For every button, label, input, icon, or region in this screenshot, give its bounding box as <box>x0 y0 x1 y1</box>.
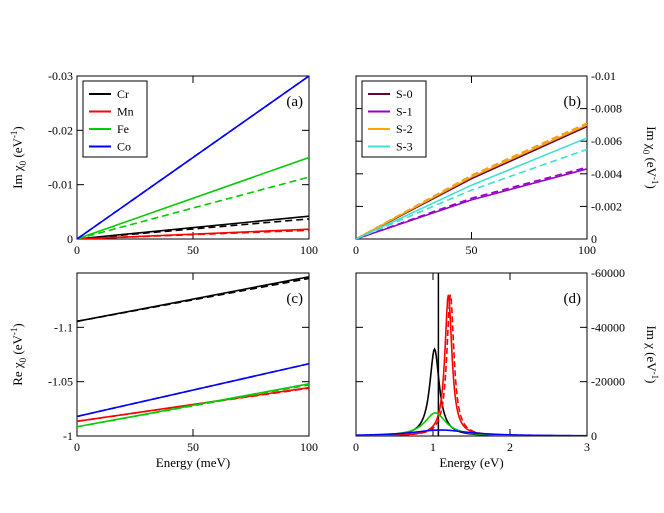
series-s-1-line <box>356 168 587 239</box>
legend: S-0 S-1 S-2 S-3 <box>361 80 427 158</box>
plot-frame <box>355 272 588 437</box>
plot-frame <box>76 272 310 437</box>
legend-label-cr: Cr <box>117 87 129 101</box>
x-tick-label: 2 <box>507 440 513 454</box>
y-tick-label: -0.01 <box>48 178 73 192</box>
y-label-superscript: -1 <box>650 372 660 380</box>
y-tick-label: -40000 <box>591 320 625 334</box>
legend: Cr Mn Fe Co <box>82 80 148 158</box>
x-tick-label: 3 <box>584 440 590 454</box>
legend-label-s-3: S-3 <box>396 140 413 154</box>
x-tick-label: 50 <box>187 440 199 454</box>
y-tick-label: -0.01 <box>591 69 616 83</box>
y-label-subscript: 0 <box>18 357 28 362</box>
y-axis-label: Im χ0 (eV-1) <box>9 126 28 189</box>
series-mn-line <box>356 294 587 436</box>
y-label-superscript: -1 <box>650 177 660 185</box>
series-s-2-line <box>356 124 587 239</box>
y-tick-label: -20000 <box>591 375 625 389</box>
y-label-superscript: -1 <box>9 328 19 336</box>
series-s-3-line <box>356 137 587 239</box>
series-group <box>356 122 587 239</box>
y-label-subscript: 0 <box>18 160 28 165</box>
y-tick-label: -0.03 <box>48 69 73 83</box>
legend-label-s-2: S-2 <box>396 122 413 136</box>
series-co-dashed-line <box>77 362 309 418</box>
series-group <box>77 76 309 239</box>
x-axis-label: Energy (eV) <box>439 455 503 470</box>
y-tick-label: -1.1 <box>54 320 73 334</box>
x-tick-label: 100 <box>300 440 318 454</box>
y-label-main: Im χ <box>644 126 659 150</box>
x-tick-label: 0 <box>353 243 359 257</box>
legend-label-co: Co <box>117 140 131 154</box>
legend-label-fe: Fe <box>117 122 129 136</box>
y-label-unit: (eV <box>644 154 659 177</box>
panel-label: (a) <box>286 94 303 110</box>
y-tick-label: 0 <box>591 429 597 443</box>
y-tick-label: -60000 <box>591 266 625 280</box>
y-label-unit: (eV <box>10 334 25 357</box>
y-label-unit: (eV <box>10 137 25 160</box>
y-label-main: Re χ <box>10 362 25 386</box>
y-axis-label: Im χ0 (eV-1) <box>641 126 660 189</box>
legend-label-s-1: S-1 <box>396 105 413 119</box>
series-cr-dashed-line <box>77 277 309 323</box>
x-tick-label: 1 <box>430 440 436 454</box>
series-cr-line <box>356 347 587 436</box>
panel-label: (b) <box>564 94 582 110</box>
series-mn-dashed-line <box>358 294 587 436</box>
legend-label-s-0: S-0 <box>396 87 413 101</box>
y-label-superscript: -1 <box>9 131 19 139</box>
panel-label: (c) <box>286 291 303 307</box>
panel-c: 0 50 100-1-1.05-1.1Re χ0 (eV-1)Energy (meV… <box>9 272 318 470</box>
y-tick-label: -1.05 <box>48 375 73 389</box>
series-co-line <box>356 429 587 436</box>
x-tick-label: 0 <box>74 243 80 257</box>
y-axis-label: Im χ (eV-1) <box>644 325 660 383</box>
series-mn-dashed-line <box>77 229 309 239</box>
y-label-close: ) <box>10 126 25 130</box>
y-tick-label: 0 <box>67 232 73 246</box>
y-label-main: Im χ <box>10 165 25 189</box>
series-fe-line <box>77 156 309 239</box>
series-mn-dashed-line <box>77 387 309 423</box>
y-tick-label: -1 <box>63 429 73 443</box>
x-axis-label: Energy (meV) <box>156 455 230 470</box>
x-tick-label: 0 <box>74 440 80 454</box>
y-label-subscript: 0 <box>641 150 651 155</box>
legend-box <box>82 80 148 158</box>
y-axis-label: Re χ0 (eV-1) <box>9 323 28 386</box>
series-s-3-dashed-line <box>356 148 587 239</box>
y-tick-label: -0.002 <box>591 199 622 213</box>
x-tick-label: 50 <box>466 243 478 257</box>
y-label-main: Im χ (eV <box>644 325 659 372</box>
series-group <box>77 276 309 428</box>
panel-label: (d) <box>564 291 582 307</box>
y-tick-label: 0 <box>591 232 597 246</box>
x-tick-label: 100 <box>578 243 596 257</box>
series-fe-dashed-line <box>77 384 309 428</box>
x-tick-label: 0 <box>353 440 359 454</box>
y-tick-label: -0.02 <box>48 123 73 137</box>
series-cr-dashed-line <box>77 218 309 239</box>
x-tick-label: 50 <box>187 243 199 257</box>
y-tick-label: -0.006 <box>591 134 622 148</box>
y-tick-label: -0.004 <box>591 167 622 181</box>
x-tick-label: 100 <box>300 243 318 257</box>
y-label-close: ) <box>644 379 659 383</box>
y-tick-label: -0.008 <box>591 102 622 116</box>
y-label-close: ) <box>644 184 659 188</box>
series-co-dashed-line <box>77 76 309 239</box>
series-fe-dashed-line <box>77 176 309 239</box>
series-s-1-dashed-line <box>356 166 587 239</box>
series-group <box>356 273 587 436</box>
y-label-close: ) <box>10 323 25 327</box>
legend-label-mn: Mn <box>117 105 134 119</box>
